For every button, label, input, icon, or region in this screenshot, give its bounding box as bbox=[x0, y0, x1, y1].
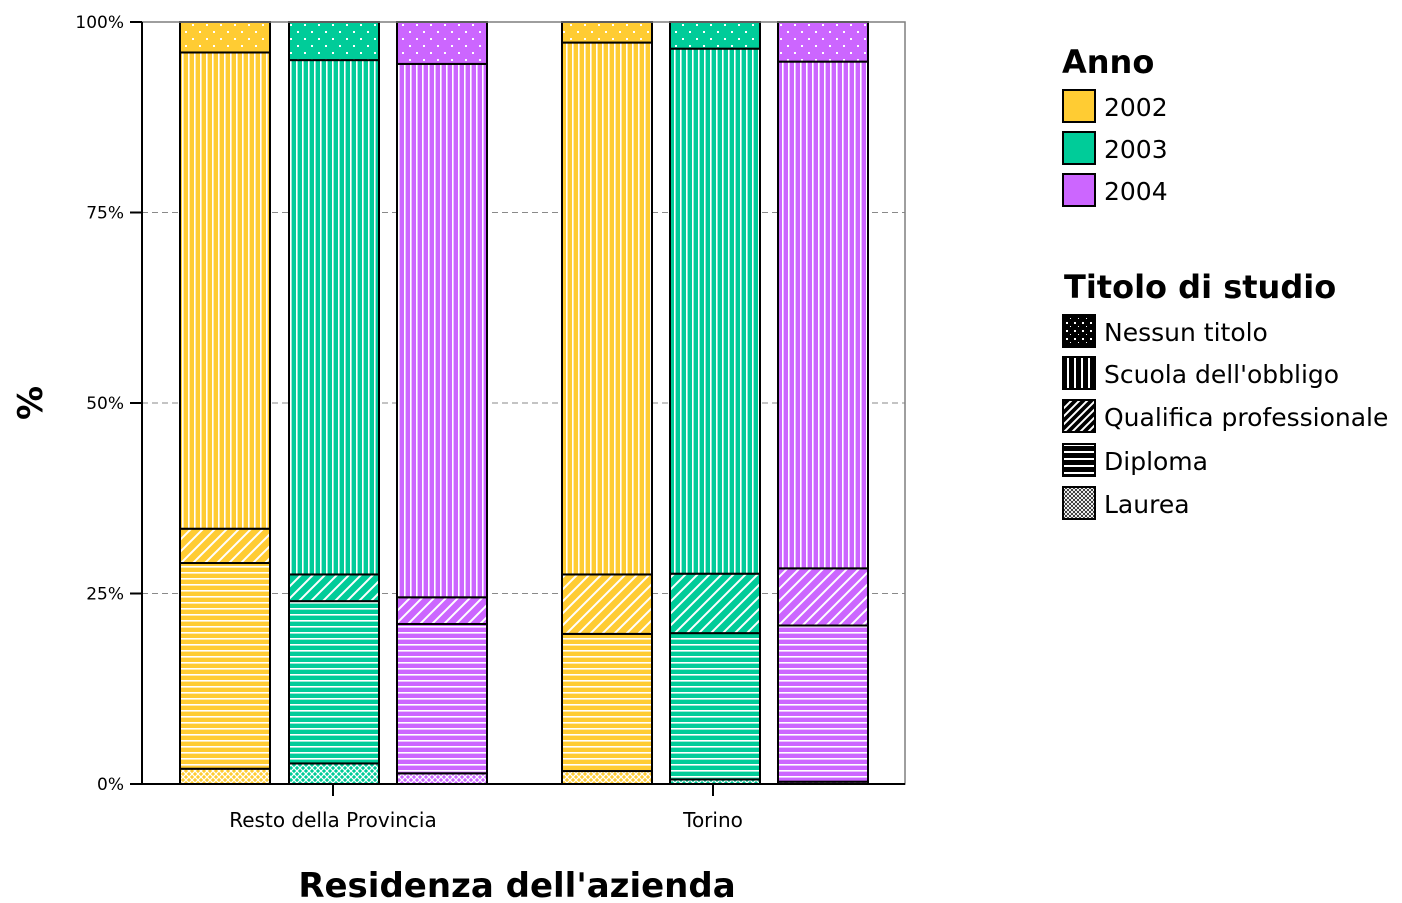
bar-segment-laurea bbox=[179, 767, 271, 786]
legend-pattern-swatch bbox=[1062, 314, 1096, 348]
y-tick-label: 0% bbox=[97, 775, 124, 795]
bar-segment-diploma bbox=[777, 624, 869, 783]
bar-segment-nessun-titolo bbox=[561, 21, 653, 44]
legend-pattern-swatch bbox=[1062, 356, 1096, 390]
legend-swatch bbox=[1062, 173, 1096, 207]
bar-segment-diploma bbox=[179, 562, 271, 770]
bar-segment-diploma bbox=[669, 632, 761, 781]
bar-torino-2002 bbox=[561, 21, 653, 786]
legend-pattern-swatch bbox=[1062, 486, 1096, 520]
bar-segment-qualifica-professionale bbox=[179, 527, 271, 565]
legend-pattern-swatch bbox=[1062, 399, 1096, 433]
bar-segment-nessun-titolo bbox=[777, 21, 869, 63]
legend-label: Scuola dell'obbligo bbox=[1104, 360, 1339, 389]
plot-area bbox=[142, 21, 905, 786]
legend: Anno 2002 2003 2004 Titolo di studio Nessun t… bbox=[1062, 43, 1388, 520]
legend-label: Laurea bbox=[1104, 490, 1190, 519]
bar-segment-scuola-dell-obbligo bbox=[179, 51, 271, 530]
bar-resto-della-provincia-2003 bbox=[288, 21, 380, 786]
bar-segment-nessun-titolo bbox=[669, 21, 761, 50]
legend-pattern-swatch bbox=[1062, 443, 1096, 477]
bar-torino-2003 bbox=[669, 21, 761, 785]
bar-resto-della-provincia-2004 bbox=[396, 21, 488, 785]
y-tick-label: 25% bbox=[86, 585, 124, 605]
bar-segment-scuola-dell-obbligo bbox=[288, 59, 380, 576]
x-tick-label: Torino bbox=[682, 808, 743, 832]
bar-segment-diploma bbox=[288, 600, 380, 765]
legend-title-titolo-di-studio: Titolo di studio bbox=[1064, 268, 1336, 306]
bar-segment-laurea bbox=[396, 772, 488, 785]
legend-label: 2004 bbox=[1104, 177, 1168, 206]
legend-title-anno: Anno bbox=[1062, 43, 1154, 81]
bar-segment-scuola-dell-obbligo bbox=[396, 62, 488, 599]
legend-label: 2003 bbox=[1104, 135, 1168, 164]
bar-segment-scuola-dell-obbligo bbox=[561, 41, 653, 576]
y-axis-title: % bbox=[11, 386, 51, 420]
bar-segment-qualifica-professionale bbox=[777, 567, 869, 627]
bar-segment-nessun-titolo bbox=[288, 21, 380, 62]
x-tick-label: Resto della Provincia bbox=[229, 808, 437, 832]
legend-label: 2002 bbox=[1104, 93, 1168, 122]
legend-label: Diploma bbox=[1104, 447, 1208, 476]
bar-segment-qualifica-professionale bbox=[396, 596, 488, 625]
bar-segment-nessun-titolo bbox=[396, 21, 488, 65]
bar-segment-nessun-titolo bbox=[179, 21, 271, 54]
x-axis-title: Residenza dell'azienda bbox=[298, 866, 735, 903]
bar-torino-2004 bbox=[777, 21, 869, 785]
bar-segment-diploma bbox=[396, 622, 488, 775]
y-tick-label: 100% bbox=[75, 13, 124, 33]
bar-segment-qualifica-professionale bbox=[288, 573, 380, 603]
bar-segment-laurea bbox=[561, 770, 653, 786]
legend-label: Qualifica professionale bbox=[1104, 403, 1388, 432]
axes: 0% 25% 50% 75% 100% Resto della Provincia Tori… bbox=[11, 13, 906, 903]
legend-label: Nessun titolo bbox=[1104, 318, 1268, 347]
bar-segment-diploma bbox=[561, 632, 653, 773]
bar-segment-qualifica-professionale bbox=[669, 572, 761, 635]
bar-segment-laurea bbox=[288, 762, 380, 786]
y-tick-label: 50% bbox=[86, 394, 124, 414]
bar-segment-scuola-dell-obbligo bbox=[669, 47, 761, 575]
bar-resto-della-provincia-2002 bbox=[179, 21, 271, 786]
y-tick-label: 75% bbox=[86, 204, 124, 224]
legend-swatch bbox=[1062, 131, 1096, 165]
bar-segment-qualifica-professionale bbox=[561, 573, 653, 635]
legend-swatch bbox=[1062, 89, 1096, 123]
bar-segment-scuola-dell-obbligo bbox=[777, 60, 869, 570]
